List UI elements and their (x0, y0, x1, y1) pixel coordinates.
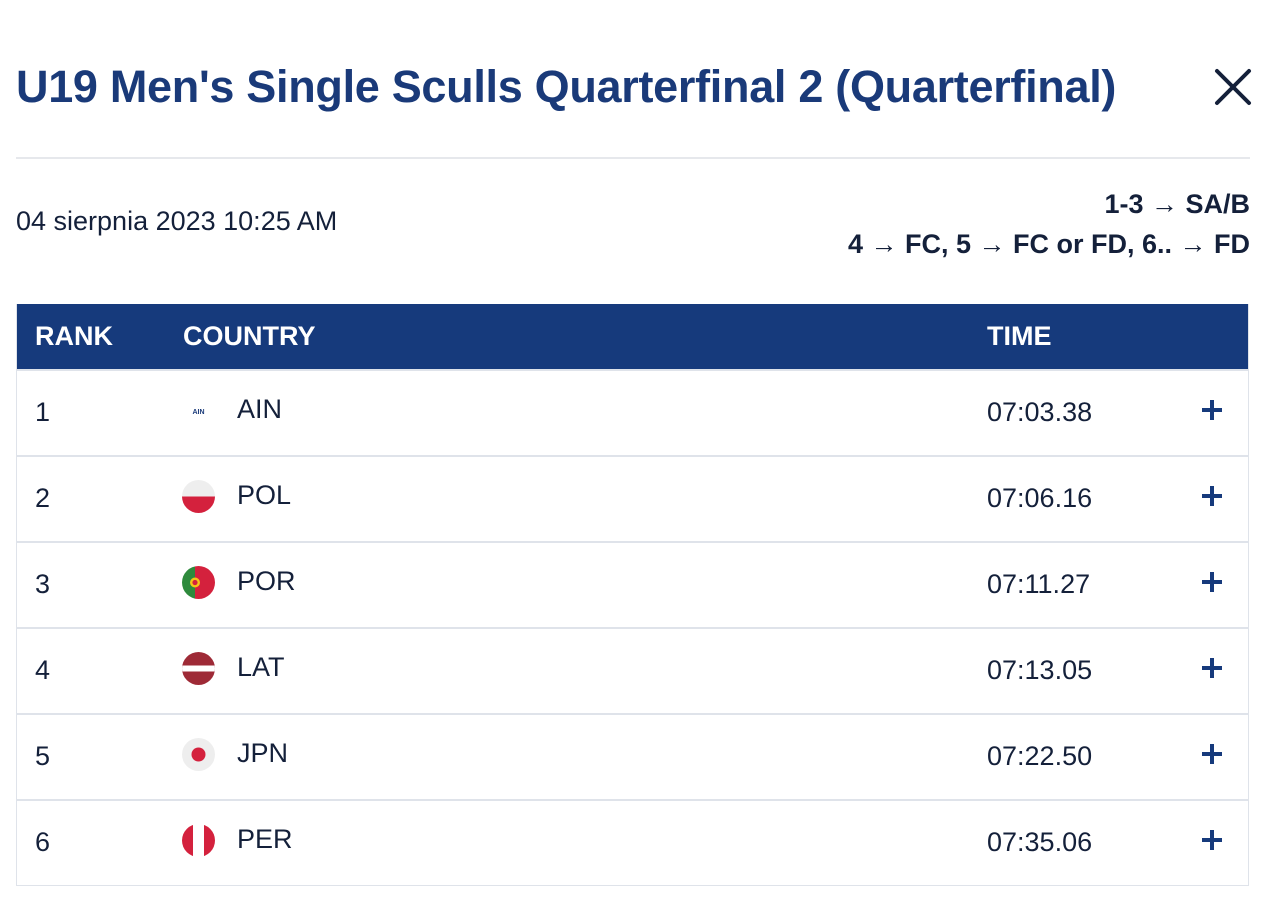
column-header-time: TIME (987, 321, 1052, 351)
table-row: 2 POL 07:06.16 (17, 455, 1248, 541)
time-cell: 07:35.06 (987, 827, 1093, 857)
country-code: JPN (237, 738, 289, 768)
portugal-flag-icon (182, 566, 215, 599)
peru-flag-icon (182, 824, 215, 857)
rank-cell: 5 (35, 741, 51, 771)
progression-rules: 1-3 → SA/B 4 → FC, 5 → FC or FD, 6.. → F… (848, 184, 1250, 264)
table-row: 3 POR 07:11.27 (17, 541, 1248, 627)
header-divider (16, 157, 1250, 159)
page-title: U19 Men's Single Sculls Quarterfinal 2 (… (16, 61, 1117, 112)
plus-icon[interactable] (1201, 741, 1223, 764)
rank-cell: 2 (35, 483, 51, 513)
rank-cell: 3 (35, 569, 51, 599)
time-cell: 07:03.38 (987, 397, 1093, 427)
table-row: 5 JPN 07:22.50 (17, 713, 1248, 799)
rank-cell: 4 (35, 655, 51, 685)
poland-flag-icon (182, 480, 215, 513)
country-code: AIN (237, 394, 283, 424)
plus-icon[interactable] (1201, 569, 1223, 592)
table-row: 4 LAT 07:13.05 (17, 627, 1248, 713)
country-code: PER (237, 824, 293, 854)
time-cell: 07:22.50 (987, 741, 1093, 771)
plus-icon[interactable] (1201, 655, 1223, 678)
country-code: POR (237, 566, 296, 596)
progression-line-1: 1-3 → SA/B (1104, 189, 1250, 219)
column-header-rank: RANK (35, 321, 113, 351)
plus-icon[interactable] (1201, 483, 1223, 506)
plus-icon[interactable] (1201, 827, 1223, 850)
table-header: RANK COUNTRY TIME (17, 304, 1248, 369)
race-datetime: 04 sierpnia 2023 10:25 AM (16, 206, 338, 236)
table-row: 6 PER 07:35.06 (17, 799, 1248, 885)
time-cell: 07:11.27 (987, 569, 1091, 599)
country-code: POL (237, 480, 292, 510)
column-header-country: COUNTRY (183, 321, 316, 351)
latvia-flag-icon (182, 652, 215, 685)
plus-icon[interactable] (1201, 397, 1223, 420)
rank-cell: 6 (35, 827, 51, 857)
country-code: LAT (237, 652, 285, 682)
progression-line-2: 4 → FC, 5 → FC or FD, 6.. → FD (847, 229, 1250, 259)
results-table: RANK COUNTRY TIME 1 AIN AIN 07:03.38 (16, 304, 1249, 886)
time-cell: 07:13.05 (987, 655, 1093, 685)
ain-flag-label: AIN (192, 409, 204, 416)
table-row: 1 AIN AIN 07:03.38 (17, 369, 1248, 455)
close-icon[interactable] (1212, 64, 1256, 108)
time-cell: 07:06.16 (987, 483, 1093, 513)
japan-flag-icon (182, 738, 215, 771)
rank-cell: 1 (35, 397, 51, 427)
ain-flag-icon: AIN (182, 394, 215, 427)
